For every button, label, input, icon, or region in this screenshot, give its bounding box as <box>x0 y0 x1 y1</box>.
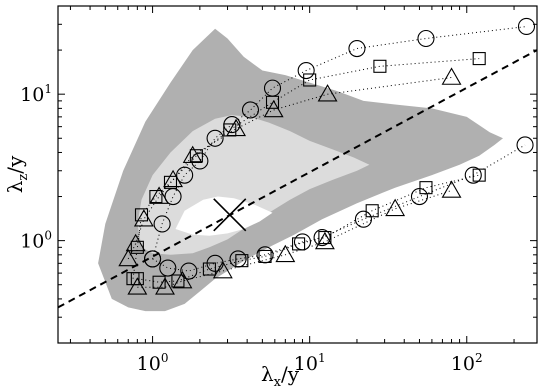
y-axis-label-main: λ <box>3 180 27 193</box>
point-circle-2-8 <box>313 228 331 247</box>
x-tick-label-1: 101 <box>294 351 326 375</box>
point-triangle-6-2 <box>155 277 175 295</box>
contour-layer <box>98 28 503 312</box>
point-square-4-4 <box>202 262 216 276</box>
x-axis-label-main: λ <box>261 362 274 386</box>
plot-frame <box>57 5 538 344</box>
point-triangle-5-3 <box>133 209 154 227</box>
point-triangle-6-6 <box>314 231 335 250</box>
point-square-4-10 <box>419 181 433 195</box>
x-tick-label-0: 100 <box>137 351 169 375</box>
point-triangle-6-5 <box>275 244 296 263</box>
contour-core <box>175 196 273 236</box>
x-axis-label-rest: /y <box>281 362 300 386</box>
x-tick-label-2: 102 <box>451 351 483 375</box>
reference-line <box>57 49 538 309</box>
point-triangle-5-5 <box>163 169 183 188</box>
point-square-4-6 <box>258 249 272 263</box>
point-triangle-5-8 <box>263 99 284 118</box>
reference-line-layer <box>57 49 538 309</box>
point-square-3-10 <box>373 59 387 73</box>
point-circle-2-9 <box>354 210 373 228</box>
point-circle-2-11 <box>464 166 482 184</box>
marker-layer <box>118 17 536 295</box>
point-square-4-11 <box>472 168 486 182</box>
point-square-3-6 <box>189 149 203 163</box>
tick-layer: 100 101 102 100 101 <box>20 5 537 375</box>
series-line-6 <box>137 190 452 288</box>
point-triangle-5-7 <box>226 118 247 137</box>
point-circle-1-13 <box>517 17 536 36</box>
point-square-4-9 <box>365 204 379 218</box>
point-triangle-5-10 <box>441 67 462 85</box>
y-tick-label-1: 101 <box>20 82 52 106</box>
point-circle-1-10 <box>297 61 315 80</box>
point-triangle-6-1 <box>127 277 148 295</box>
point-triangle-6-4 <box>212 260 233 279</box>
y-tick-label-0: 100 <box>20 229 52 253</box>
x-axis-label: λx/y <box>261 362 300 387</box>
point-square-4-1 <box>130 272 144 286</box>
point-square-3-8 <box>265 95 280 109</box>
y-axis-label-rest: /y <box>3 155 27 174</box>
point-triangle-5-1 <box>118 248 139 267</box>
point-square-4-3 <box>171 274 185 288</box>
point-circle-2-2 <box>159 259 177 277</box>
point-triangle-5-9 <box>317 84 338 102</box>
peak-marker-layer <box>213 198 247 232</box>
point-circle-1-2 <box>153 215 171 233</box>
x-axis-label-sub: x <box>274 375 282 387</box>
point-circle-1-8 <box>241 101 260 119</box>
point-circle-2-12 <box>516 136 534 154</box>
point-circle-2-1 <box>144 250 162 268</box>
peak-cross-marker <box>213 198 247 232</box>
point-square-3-11 <box>472 52 486 66</box>
point-circle-1-5 <box>191 152 209 170</box>
point-triangle-5-4 <box>149 186 170 204</box>
series-line-5 <box>127 77 452 260</box>
point-square-4-7 <box>292 237 306 251</box>
point-circle-1-12 <box>417 29 435 48</box>
point-square-4-5 <box>235 254 249 268</box>
point-triangle-6-3 <box>172 270 193 289</box>
point-square-3-3 <box>134 208 149 222</box>
y-axis-label: λz/y <box>3 155 31 193</box>
point-triangle-5-2 <box>125 233 146 252</box>
point-circle-2-3 <box>180 262 198 280</box>
series-line-4 <box>137 174 480 283</box>
y-axis-label-sub: z <box>16 174 31 181</box>
point-circle-1-11 <box>348 39 366 58</box>
point-triangle-6-7 <box>385 198 406 217</box>
point-circle-1-6 <box>206 129 224 147</box>
point-circle-1-4 <box>176 166 194 184</box>
point-square-4-8 <box>318 230 332 245</box>
point-square-3-9 <box>303 73 317 87</box>
point-triangle-6-8 <box>441 180 462 198</box>
point-triangle-5-6 <box>182 145 203 164</box>
point-square-3-4 <box>149 189 163 204</box>
